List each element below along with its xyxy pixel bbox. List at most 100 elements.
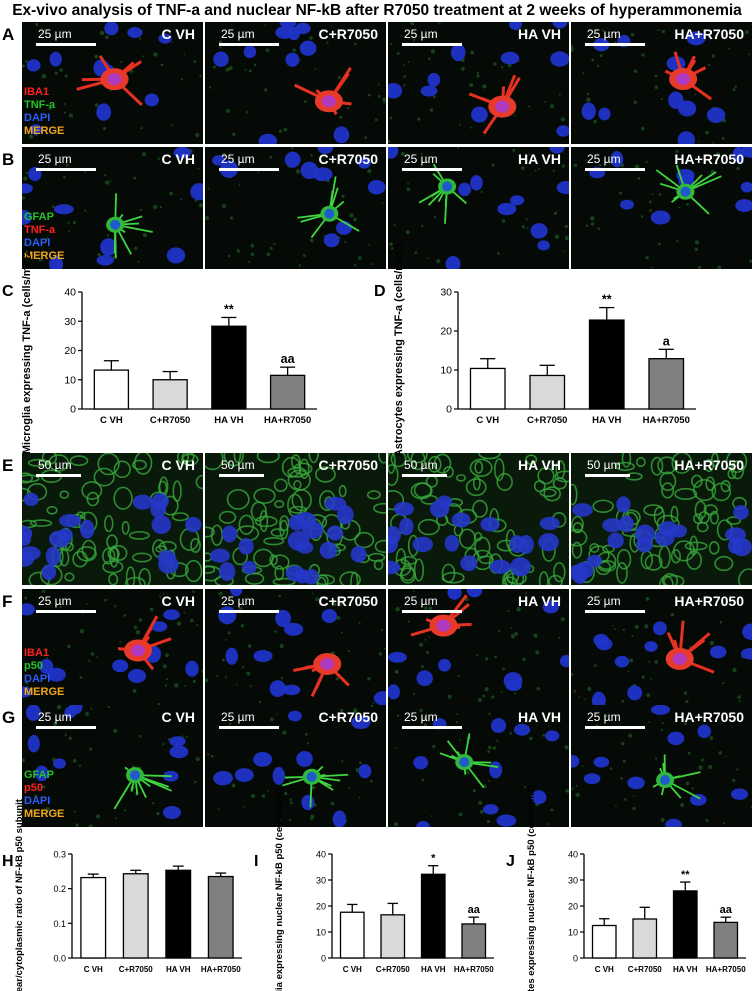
- merged-nucleus: [676, 73, 691, 86]
- dapi-nucleus: [595, 637, 613, 651]
- neuropil-fiber: [501, 576, 518, 585]
- background-speck: [243, 805, 246, 808]
- micrograph-a-1: 25 µm C VH IBA1 TNF-a DAPI MERGE: [22, 22, 203, 144]
- dapi-nucleus: [607, 532, 624, 549]
- background-speck: [246, 671, 251, 676]
- background-speck: [627, 670, 630, 673]
- background-speck: [115, 817, 118, 820]
- background-speck: [63, 111, 66, 114]
- background-speck: [104, 35, 109, 40]
- background-speck: [249, 685, 252, 688]
- micrograph-image: [571, 589, 752, 705]
- background-speck: [326, 41, 329, 44]
- tissue-background: [205, 22, 386, 144]
- neuropil-fiber: [725, 453, 748, 473]
- background-speck: [494, 655, 497, 659]
- bar-3: [588, 319, 625, 410]
- background-speck: [180, 78, 184, 81]
- y-tick-label: 30: [64, 316, 76, 328]
- background-speck: [23, 242, 26, 245]
- background-speck: [289, 780, 291, 782]
- tissue-background: [22, 589, 203, 705]
- stain-legend-dapi: DAPI: [24, 112, 51, 124]
- background-speck: [620, 741, 625, 746]
- background-speck: [745, 30, 749, 35]
- background-speck: [109, 89, 112, 92]
- figure-title: Ex-vivo analysis of TNF-a and nuclear NF…: [12, 2, 742, 19]
- neuropil-fiber: [81, 539, 97, 560]
- neuropil-fiber: [496, 472, 513, 491]
- bar-1: [591, 924, 617, 959]
- neuropil-fiber: [388, 464, 399, 487]
- background-speck: [632, 795, 635, 797]
- panel-label-g: G: [2, 708, 16, 727]
- dapi-nucleus: [279, 22, 297, 28]
- background-speck: [403, 64, 406, 66]
- background-speck: [185, 735, 188, 738]
- dapi-nucleus: [218, 606, 237, 625]
- dapi-nucleus: [538, 533, 559, 552]
- merged-nucleus: [672, 652, 687, 665]
- micrograph-image: [571, 22, 752, 144]
- astrocyte-nucleus: [324, 208, 335, 219]
- background-speck: [390, 247, 394, 250]
- background-speck: [586, 92, 590, 96]
- bar-4: [461, 923, 487, 959]
- background-speck: [573, 690, 576, 693]
- x-tick-label: HA+R7050: [454, 965, 494, 974]
- neuropil-fiber: [571, 541, 583, 559]
- dapi-nucleus: [112, 659, 129, 673]
- background-speck: [554, 234, 560, 239]
- background-speck: [679, 596, 683, 600]
- dapi-nucleus: [444, 534, 460, 552]
- chart-svg: J 0 10 20 30 40 Astrocytes expressing nuclear …: [506, 785, 746, 991]
- scale-bar-label: 50 µm: [221, 458, 255, 472]
- background-speck: [641, 675, 645, 679]
- dapi-nucleus: [388, 534, 398, 554]
- background-speck: [412, 692, 416, 696]
- dapi-nucleus: [445, 256, 461, 269]
- neuropil-fiber: [113, 486, 133, 510]
- background-speck: [708, 764, 713, 769]
- background-speck: [732, 667, 737, 673]
- chart-i-microglia-p50: I 0 10 20 30 40 Microglia expressing nuclear N…: [252, 788, 502, 991]
- background-speck: [683, 722, 687, 726]
- y-tick-label: 0: [446, 404, 452, 416]
- background-speck: [654, 74, 658, 78]
- dapi-nucleus: [213, 51, 229, 67]
- condition-label: HA+R7050: [674, 151, 744, 167]
- neuropil-fiber: [65, 542, 74, 552]
- background-speck: [419, 642, 424, 647]
- background-speck: [721, 137, 725, 140]
- background-speck: [536, 686, 540, 691]
- background-speck: [715, 161, 719, 165]
- micrograph-g-2: 25 µm C+R7050: [205, 705, 386, 827]
- dapi-nucleus: [413, 755, 429, 770]
- neuropil-fiber: [388, 453, 396, 474]
- background-speck: [407, 61, 410, 63]
- stain-legend-dapi: DAPI: [24, 673, 51, 685]
- dapi-nucleus: [350, 546, 367, 563]
- background-speck: [196, 624, 199, 627]
- background-speck: [640, 215, 644, 218]
- scale-bar: [585, 43, 645, 46]
- neuropil-fiber: [205, 453, 224, 471]
- dapi-nucleus: [503, 672, 523, 690]
- condition-label: HA+R7050: [674, 26, 744, 42]
- dapi-nucleus: [150, 501, 167, 518]
- neuropil-fiber: [406, 453, 428, 464]
- tissue-background: [388, 22, 569, 144]
- dapi-nucleus: [427, 72, 441, 87]
- neuropil-fiber: [102, 560, 124, 574]
- neuropil-fiber: [133, 453, 153, 475]
- scale-bar-label: 25 µm: [404, 594, 438, 608]
- background-speck: [63, 175, 66, 179]
- background-speck: [315, 597, 320, 602]
- background-speck: [194, 199, 197, 202]
- background-speck: [210, 754, 214, 758]
- background-speck: [106, 234, 110, 237]
- background-speck: [401, 152, 406, 157]
- background-speck: [478, 800, 483, 805]
- micrograph-image: [388, 589, 569, 705]
- neuropil-fiber: [727, 468, 737, 480]
